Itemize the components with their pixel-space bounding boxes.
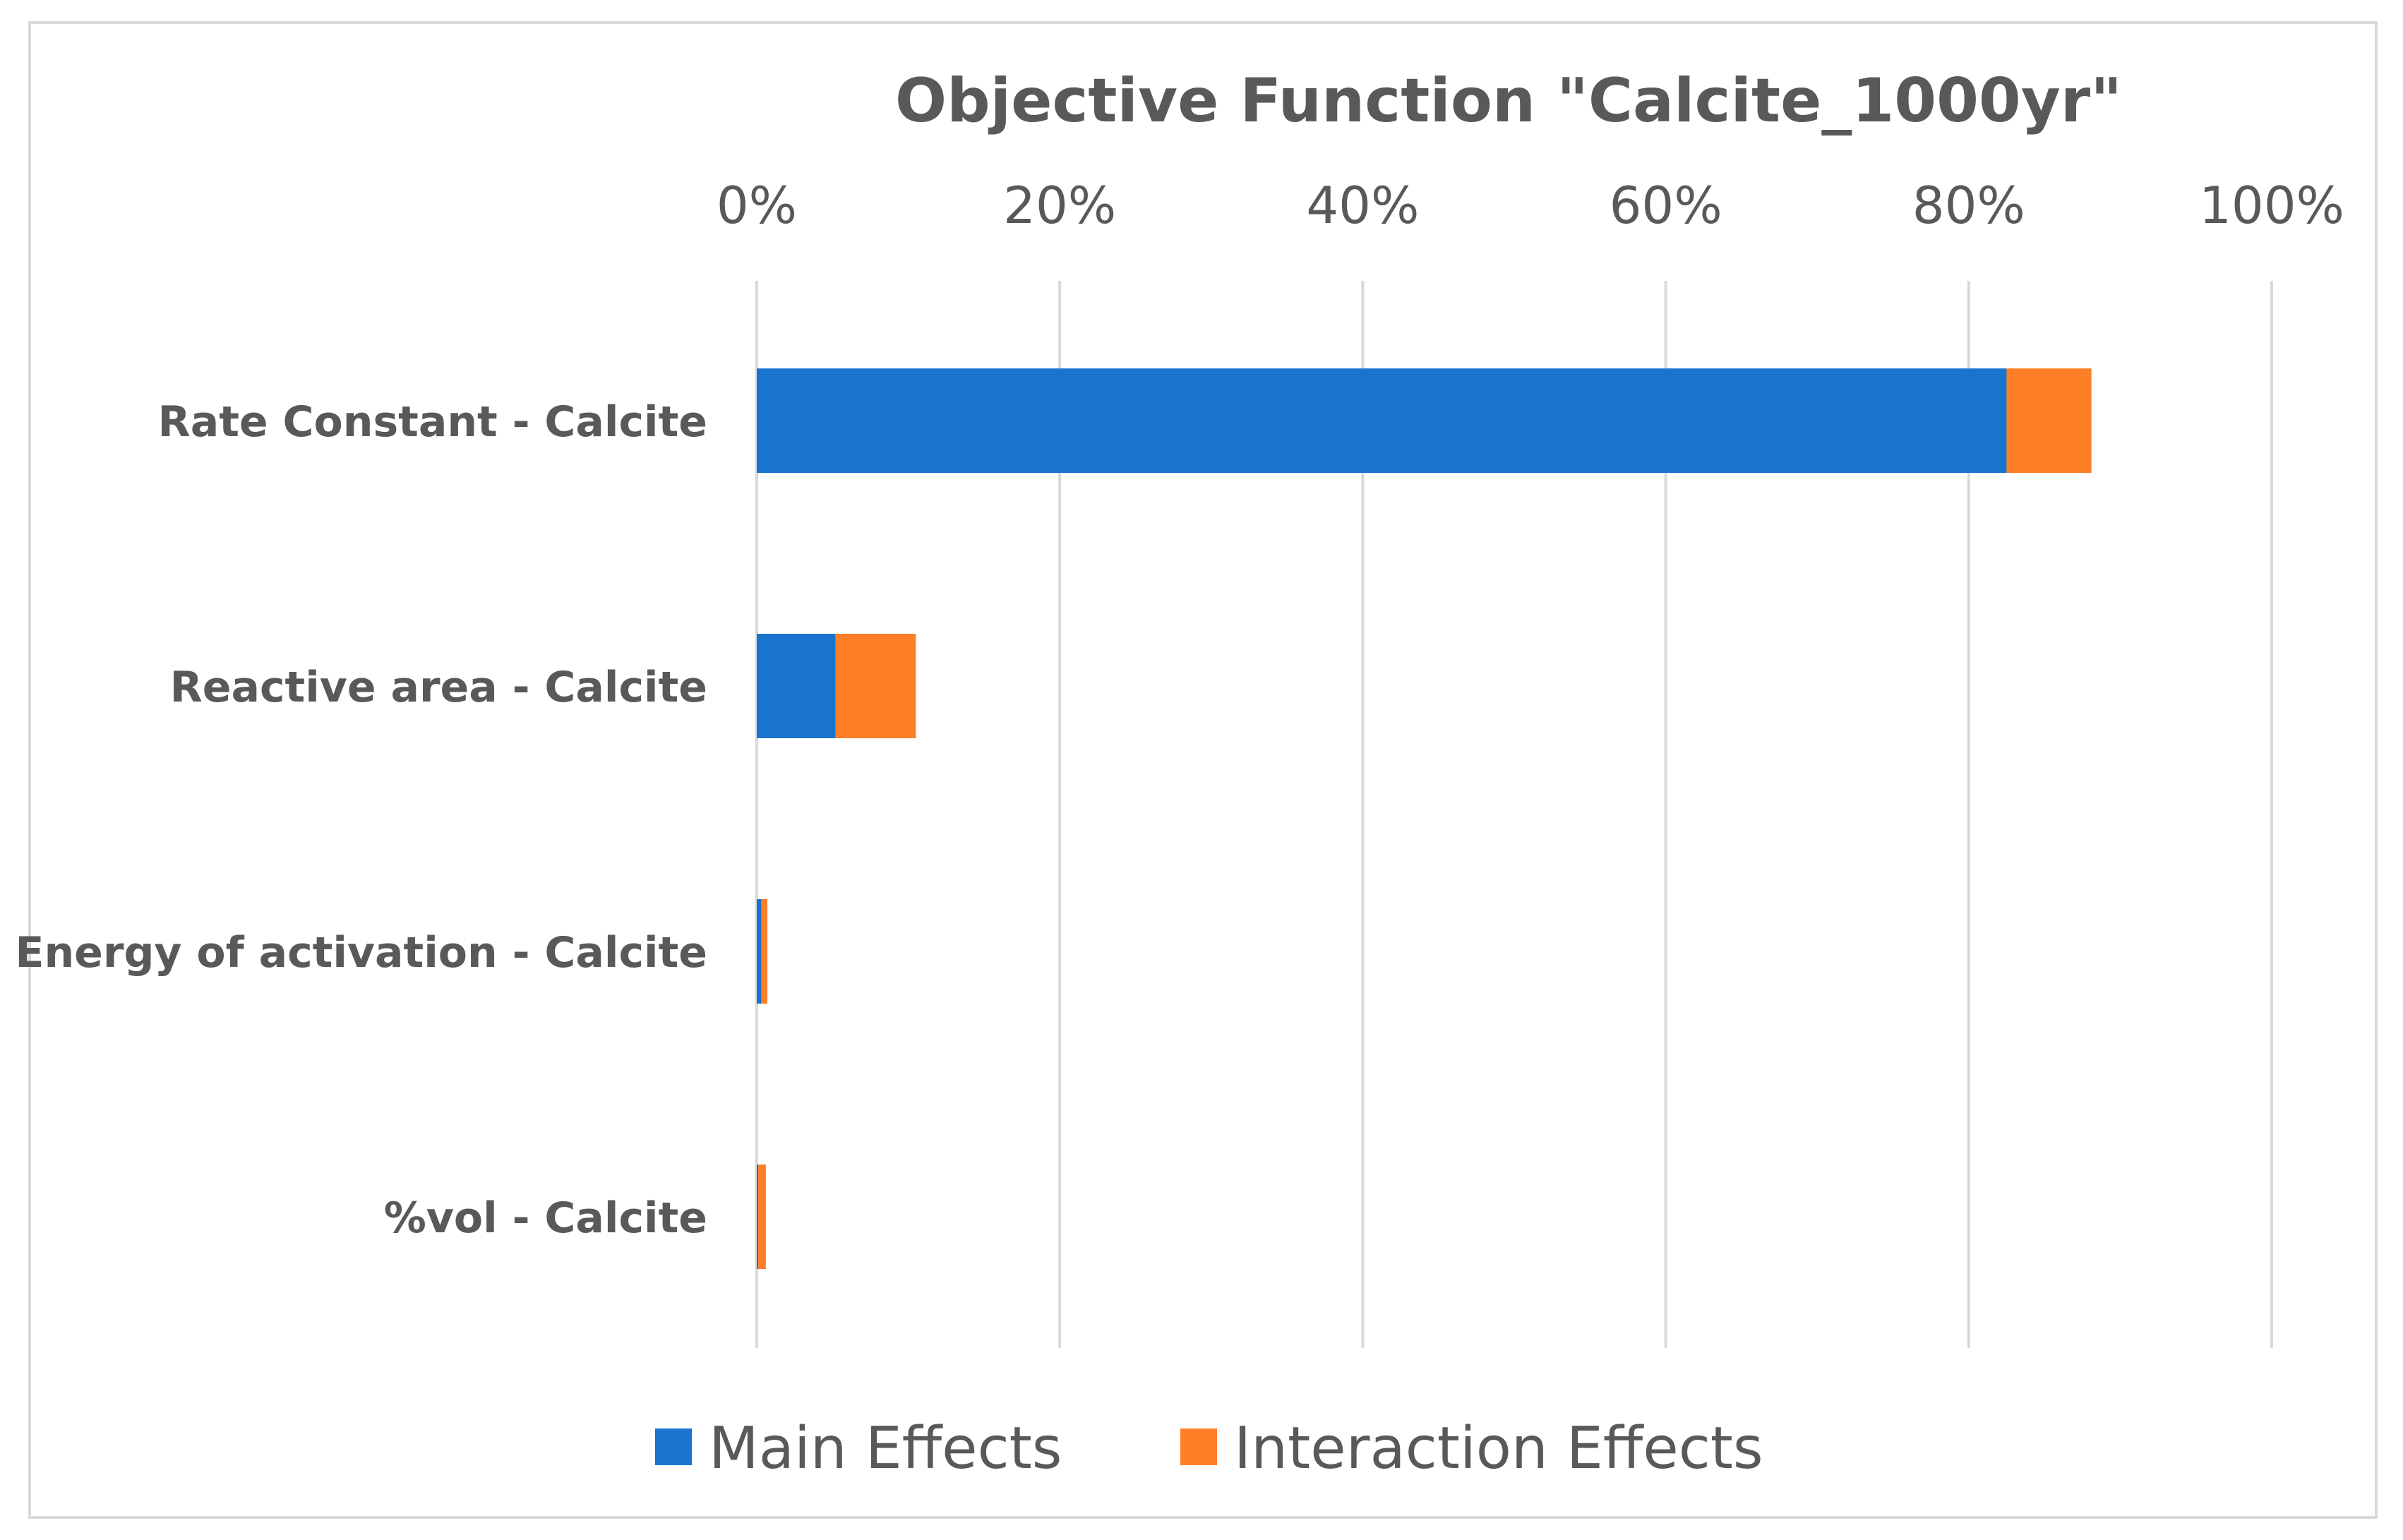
- category-label: %vol - Calcite: [384, 1193, 707, 1243]
- bar-interaction-0: [2006, 368, 2092, 473]
- legend-label-main: Main Effects: [709, 1415, 1062, 1482]
- category-label: Rate Constant - Calcite: [158, 397, 707, 447]
- legend: Main Effects Interaction Effects: [655, 1415, 1763, 1482]
- category-labels: Rate Constant - Calcite Reactive area - C…: [15, 397, 707, 1243]
- bar-interaction-2: [761, 899, 768, 1004]
- x-tick-label: 80%: [1912, 176, 2025, 235]
- x-tick-label: 60%: [1610, 176, 1722, 235]
- category-label: Reactive area - Calcite: [170, 663, 707, 712]
- bar-main-2: [757, 899, 762, 1004]
- legend-swatch-interaction: [1180, 1428, 1217, 1465]
- legend-swatch-main: [655, 1428, 692, 1465]
- category-label: Energy of activation - Calcite: [15, 928, 707, 977]
- bar-main-3: [757, 1165, 759, 1269]
- x-tick-label: 40%: [1306, 176, 1419, 235]
- bar-interaction-1: [835, 634, 916, 738]
- x-axis-ticks: 0% 20% 40% 60% 80% 100%: [717, 176, 2344, 235]
- bar-main-1: [757, 634, 836, 738]
- bar-interaction-3: [758, 1165, 766, 1269]
- x-tick-label: 100%: [2199, 176, 2344, 235]
- legend-label-interaction: Interaction Effects: [1234, 1415, 1763, 1482]
- x-tick-label: 20%: [1003, 176, 1116, 235]
- x-tick-label: 0%: [717, 176, 797, 235]
- chart-title: Objective Function "Calcite_1000yr": [895, 66, 2122, 136]
- chart-frame: [28, 21, 2378, 1519]
- bars: [757, 368, 2092, 1269]
- bar-main-0: [757, 368, 2007, 473]
